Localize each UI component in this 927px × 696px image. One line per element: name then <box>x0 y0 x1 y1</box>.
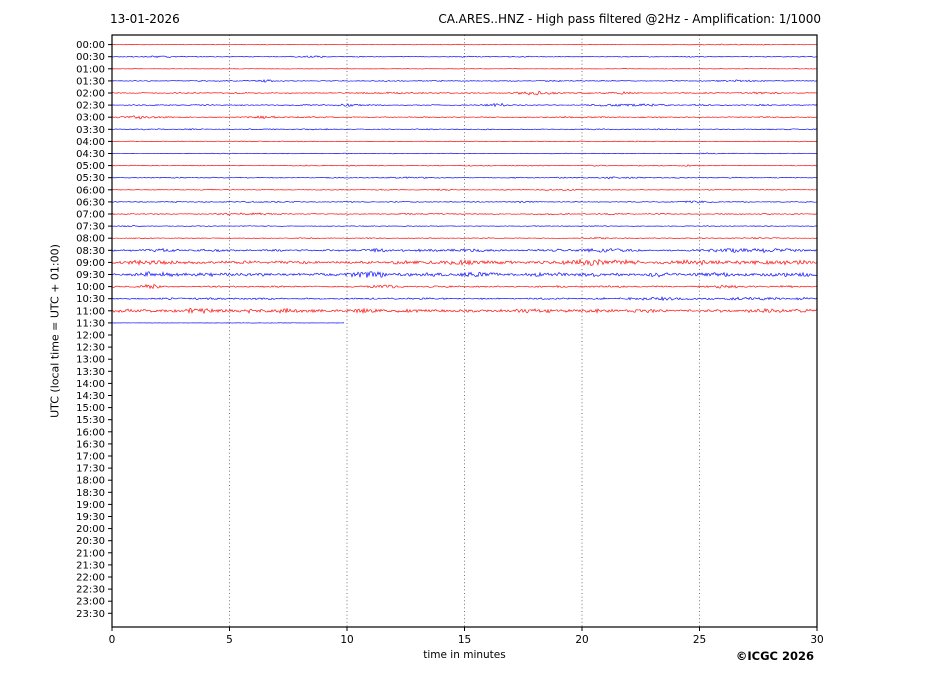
y-tick-label: 02:00 <box>76 89 105 100</box>
x-tick-label: 20 <box>575 634 588 646</box>
y-tick-label: 00:00 <box>76 40 105 51</box>
date-label: 13-01-2026 <box>110 12 180 26</box>
y-tick-label: 06:30 <box>76 197 105 208</box>
trace-06:00 <box>111 188 818 192</box>
y-tick-label: 07:00 <box>76 210 105 221</box>
copyright-label: ©ICGC 2026 <box>735 649 814 663</box>
y-tick-label: 16:00 <box>76 427 105 438</box>
trace-05:30 <box>111 176 818 180</box>
y-tick-label: 02:30 <box>76 101 105 112</box>
y-tick-label: 20:30 <box>76 536 105 547</box>
trace-05:00 <box>111 164 818 167</box>
y-tick-label: 10:30 <box>76 294 105 305</box>
y-tick-label: 22:00 <box>76 573 105 584</box>
trace-03:30 <box>111 128 818 131</box>
y-axis-label: UTC (local time = UTC + 01:00) <box>48 244 62 418</box>
y-tick-label: 18:00 <box>76 476 105 487</box>
y-tick-label: 23:30 <box>76 609 105 620</box>
y-tick-label: 01:00 <box>76 64 105 75</box>
y-tick-label: 15:30 <box>76 415 105 426</box>
y-tick-label: 08:00 <box>76 234 105 245</box>
x-tick-label: 30 <box>810 634 823 646</box>
y-tick-label: 15:00 <box>76 403 105 414</box>
y-tick-label: 14:00 <box>76 379 105 390</box>
trace-10:00 <box>111 283 818 290</box>
trace-04:00 <box>111 140 818 143</box>
y-tick-label: 21:00 <box>76 548 105 559</box>
y-tick-label: 22:30 <box>76 585 105 596</box>
trace-02:00 <box>111 90 818 96</box>
y-tick-label: 08:30 <box>76 246 105 257</box>
trace-07:30 <box>111 225 818 228</box>
plot-title: CA.ARES..HNZ - High pass filtered @2Hz -… <box>438 12 821 26</box>
y-tick-label: 04:00 <box>76 137 105 148</box>
trace-00:30 <box>111 55 818 59</box>
y-tick-label: 17:00 <box>76 452 105 463</box>
x-tick-label: 15 <box>458 634 471 646</box>
y-tick-label: 06:00 <box>76 185 105 196</box>
trace-10:30 <box>111 296 818 302</box>
y-tick-label: 05:00 <box>76 161 105 172</box>
y-tick-label: 12:30 <box>76 343 105 354</box>
x-tick-label: 25 <box>693 634 706 646</box>
y-tick-label: 18:30 <box>76 488 105 499</box>
trace-08:30 <box>111 247 818 254</box>
y-tick-label: 20:00 <box>76 524 105 535</box>
trace-00:00 <box>111 43 818 46</box>
x-tick-label: 5 <box>226 634 233 646</box>
y-tick-label: 03:30 <box>76 125 105 136</box>
y-tick-label: 07:30 <box>76 222 105 233</box>
y-tick-label: 05:30 <box>76 173 105 184</box>
y-tick-label: 21:30 <box>76 560 105 571</box>
trace-01:30 <box>111 79 818 83</box>
y-tick-label: 03:00 <box>76 113 105 124</box>
y-tick-label: 19:00 <box>76 500 105 511</box>
y-tick-label: 10:00 <box>76 282 105 293</box>
y-tick-label: 14:30 <box>76 391 105 402</box>
trace-02:30 <box>111 102 818 108</box>
trace-11:00 <box>111 307 818 315</box>
y-tick-label: 23:00 <box>76 597 105 608</box>
y-tick-label: 13:00 <box>76 355 105 366</box>
plot-frame <box>111 34 818 628</box>
trace-09:30 <box>111 271 818 278</box>
y-tick-label: 04:30 <box>76 149 105 160</box>
y-tick-label: 11:30 <box>76 318 105 329</box>
trace-08:00 <box>111 236 818 240</box>
y-tick-label: 12:00 <box>76 331 105 342</box>
y-tick-label: 01:30 <box>76 76 105 87</box>
trace-01:00 <box>111 68 818 70</box>
y-tick-label: 11:00 <box>76 306 105 317</box>
trace-03:00 <box>111 115 818 120</box>
x-tick-label: 0 <box>109 634 116 646</box>
y-tick-label: 17:30 <box>76 464 105 475</box>
trace-04:30 <box>111 152 818 155</box>
y-tick-label: 16:30 <box>76 439 105 450</box>
y-tick-label: 13:30 <box>76 367 105 378</box>
x-axis-label: time in minutes <box>423 649 506 661</box>
trace-07:00 <box>111 212 818 216</box>
y-tick-label: 09:00 <box>76 258 105 269</box>
trace-06:30 <box>111 200 818 204</box>
x-tick-label: 10 <box>340 634 353 646</box>
y-tick-label: 00:30 <box>76 52 105 63</box>
y-tick-label: 09:30 <box>76 270 105 281</box>
y-tick-label: 19:30 <box>76 512 105 523</box>
trace-09:00 <box>111 258 818 267</box>
